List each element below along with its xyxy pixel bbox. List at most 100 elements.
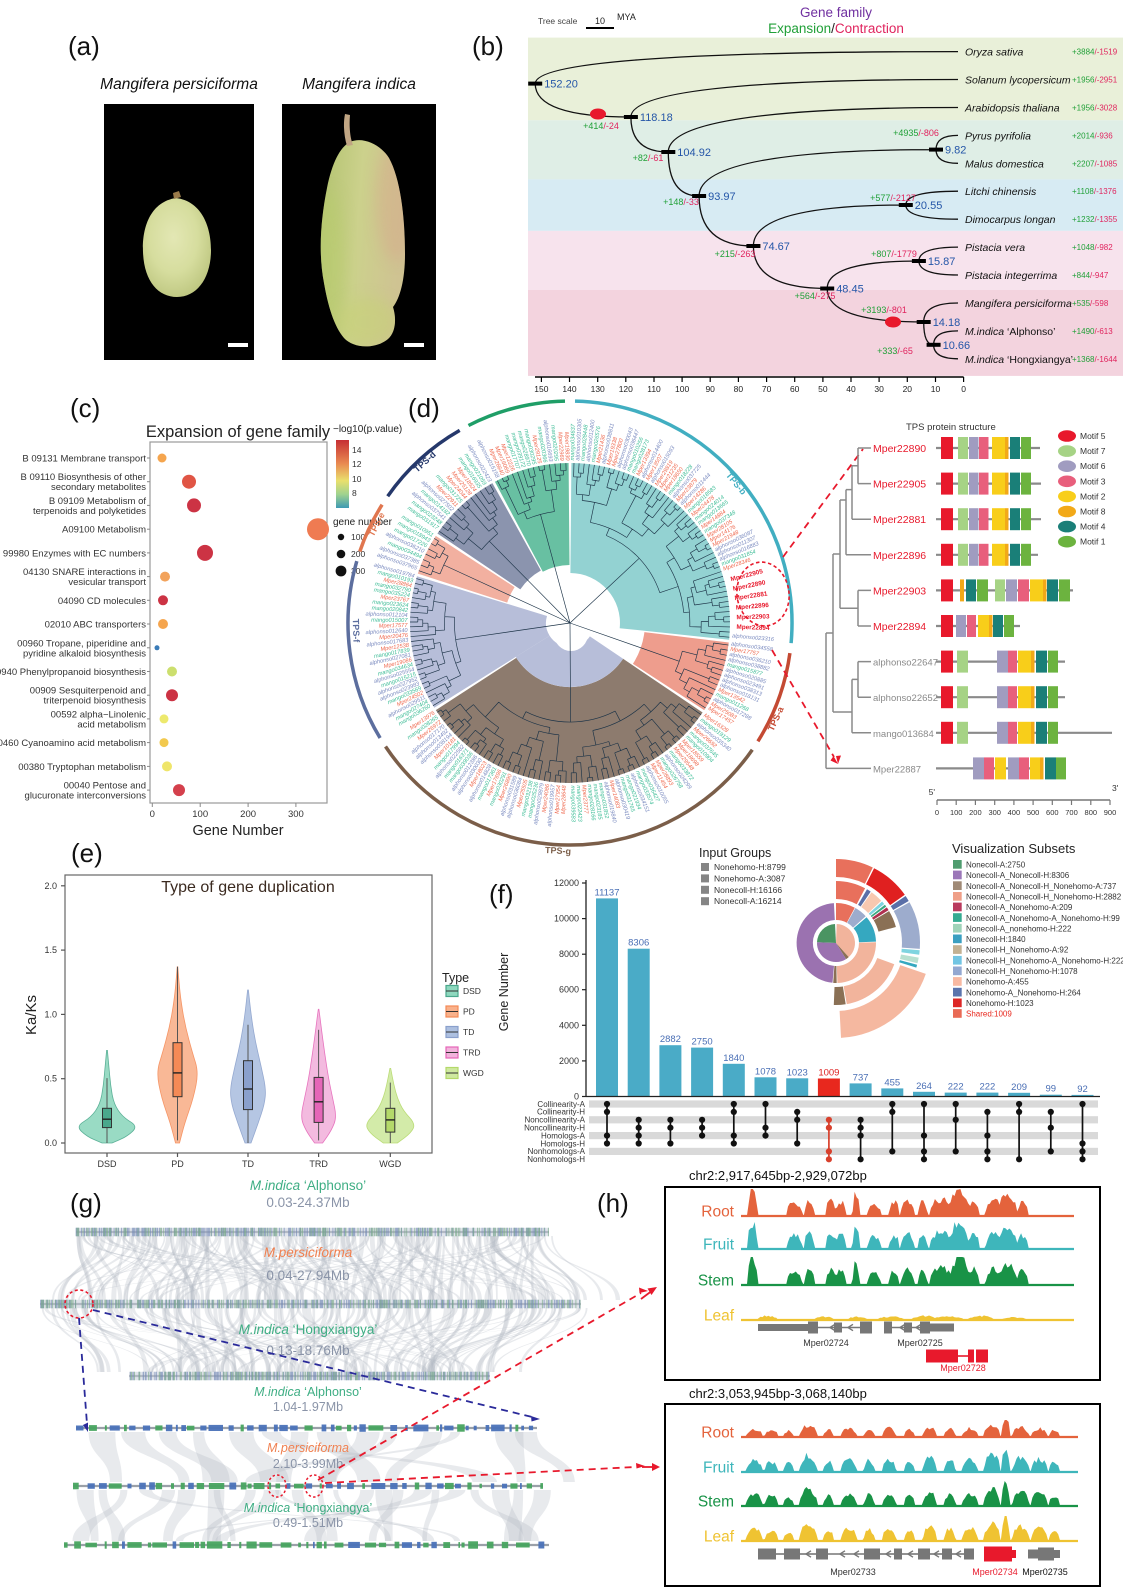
svg-text:Root: Root — [701, 1204, 734, 1221]
svg-text:Mper22969: Mper22969 — [556, 432, 564, 462]
svg-text:+414/-24: +414/-24 — [583, 121, 619, 131]
svg-text:20: 20 — [903, 384, 913, 394]
svg-text:TRD: TRD — [463, 1048, 480, 1058]
svg-text:00592 alpha−Linolenic: 00592 alpha−Linolenic — [51, 709, 147, 720]
svg-text:+215/-263: +215/-263 — [715, 249, 756, 259]
svg-text:Mper02734: Mper02734 — [972, 1567, 1018, 1577]
svg-text:acid metabolism: acid metabolism — [77, 719, 146, 730]
svg-text:+1956/-2951: +1956/-2951 — [1072, 76, 1118, 85]
svg-text:alphonso023316: alphonso023316 — [732, 633, 775, 643]
svg-text:800: 800 — [1085, 808, 1098, 817]
svg-text:2750: 2750 — [692, 1037, 713, 1048]
svg-text:130: 130 — [591, 384, 605, 394]
svg-text:+1048/-982: +1048/-982 — [1072, 243, 1113, 252]
svg-text:Solanum lycopersicum: Solanum lycopersicum — [965, 75, 1071, 87]
svg-text:99: 99 — [1046, 1084, 1057, 1095]
svg-text:mango013684: mango013684 — [873, 729, 934, 740]
svg-text:+535/-598: +535/-598 — [1072, 299, 1109, 308]
svg-text:Leaf: Leaf — [704, 1529, 735, 1546]
svg-text:0.49-1.51Mb: 0.49-1.51Mb — [273, 1516, 343, 1530]
svg-text:Mper22894: Mper22894 — [873, 621, 926, 633]
svg-text:M.indica ‘Hongxiangya’: M.indica ‘Hongxiangya’ — [965, 354, 1073, 366]
svg-text:+82/-61: +82/-61 — [633, 153, 664, 163]
svg-text:04090 CD molecules: 04090 CD molecules — [58, 596, 146, 607]
svg-text:Mper22905: Mper22905 — [873, 479, 926, 491]
svg-text:Motif 3: Motif 3 — [1080, 476, 1106, 486]
svg-text:1.0: 1.0 — [44, 1009, 57, 1019]
svg-text:Gene family: Gene family — [800, 5, 872, 20]
svg-text:10.66: 10.66 — [943, 340, 971, 352]
svg-text:0: 0 — [935, 808, 939, 817]
svg-text:152.20: 152.20 — [544, 79, 578, 91]
svg-text:Dimocarpus longan: Dimocarpus longan — [965, 214, 1056, 226]
svg-text:B 09109 Metabolism of: B 09109 Metabolism of — [49, 496, 147, 507]
svg-text:DSD: DSD — [97, 1159, 117, 1169]
svg-text:Mangifera indica: Mangifera indica — [302, 76, 416, 93]
svg-text:Gene Number: Gene Number — [497, 953, 511, 1032]
svg-text:104.92: 104.92 — [677, 147, 711, 159]
svg-text:2.10-3.99Mb: 2.10-3.99Mb — [273, 1457, 343, 1471]
svg-text:1840: 1840 — [723, 1053, 744, 1064]
svg-text:Motif 5: Motif 5 — [1080, 431, 1106, 441]
svg-text:Motif 1: Motif 1 — [1080, 537, 1106, 547]
svg-text:Nonecoll-H:16166: Nonecoll-H:16166 — [714, 885, 782, 895]
svg-text:mango020295: mango020295 — [549, 425, 558, 463]
svg-text:Mper23777: Mper23777 — [580, 785, 588, 815]
svg-text:alphonso22652: alphonso22652 — [873, 693, 938, 704]
svg-text:+807/-1779: +807/-1779 — [871, 249, 917, 259]
svg-text:600: 600 — [1046, 808, 1059, 817]
svg-text:80: 80 — [734, 384, 744, 394]
svg-text:Mper29125: Mper29125 — [530, 435, 542, 465]
svg-text:+148/-33: +148/-33 — [663, 197, 699, 207]
svg-text:M.indica ‘Hongxiangya’: M.indica ‘Hongxiangya’ — [239, 1322, 378, 1337]
svg-text:74.67: 74.67 — [762, 241, 790, 253]
svg-text:Motif 2: Motif 2 — [1080, 491, 1106, 501]
svg-text:Stem: Stem — [698, 1494, 734, 1511]
svg-text:1023: 1023 — [787, 1067, 808, 1078]
svg-text:2.0: 2.0 — [44, 881, 57, 891]
svg-text:Malus domestica: Malus domestica — [965, 158, 1044, 170]
svg-text:terpenoids and polyketides: terpenoids and polyketides — [33, 506, 146, 517]
svg-text:mango034637: mango034637 — [570, 423, 577, 460]
svg-text:alphonso016693: alphonso016693 — [542, 420, 553, 463]
svg-text:12000: 12000 — [554, 878, 579, 888]
svg-text:TRD: TRD — [309, 1159, 328, 1169]
svg-text:300: 300 — [288, 809, 304, 820]
svg-text:200: 200 — [969, 808, 982, 817]
svg-text:Mper02733: Mper02733 — [830, 1567, 876, 1577]
svg-text:A09100 Metabolism: A09100 Metabolism — [62, 525, 146, 536]
svg-text:400: 400 — [1008, 808, 1021, 817]
svg-text:110: 110 — [647, 384, 661, 394]
svg-text:PD: PD — [463, 1007, 475, 1017]
svg-text:5': 5' — [929, 787, 936, 797]
svg-text:10: 10 — [595, 16, 605, 26]
svg-text:alphonso012104: alphonso012104 — [365, 611, 407, 619]
svg-text:40: 40 — [846, 384, 856, 394]
svg-text:+564/-275: +564/-275 — [795, 291, 836, 301]
svg-text:mango023624: mango023624 — [372, 600, 409, 610]
svg-text:mango028166: mango028166 — [586, 784, 596, 822]
svg-text:alphonso010305: alphonso010305 — [575, 418, 583, 461]
svg-text:+2014/-936: +2014/-936 — [1072, 131, 1113, 140]
svg-text:0.03-24.37Mb: 0.03-24.37Mb — [266, 1195, 349, 1210]
svg-text:chr2:3,053,945bp-3,068,140bp: chr2:3,053,945bp-3,068,140bp — [689, 1386, 867, 1401]
svg-text:Nonhomologs-H: Nonhomologs-H — [527, 1155, 585, 1164]
svg-text:Litchi chinensis: Litchi chinensis — [965, 186, 1037, 198]
svg-text:2000: 2000 — [559, 1056, 579, 1066]
svg-text:Oryza sativa: Oryza sativa — [965, 47, 1024, 59]
svg-text:Mper22903: Mper22903 — [736, 613, 770, 621]
svg-text:Mper02728: Mper02728 — [940, 1363, 986, 1373]
svg-text:Expansion of gene family: Expansion of gene family — [146, 423, 331, 441]
svg-text:Nonehomo-A:3087: Nonehomo-A:3087 — [714, 873, 786, 883]
svg-text:20.55: 20.55 — [915, 200, 943, 212]
svg-text:1.04-1.97Mb: 1.04-1.97Mb — [273, 1400, 343, 1414]
svg-text:Mper23767: Mper23767 — [380, 594, 410, 604]
svg-text:48.45: 48.45 — [836, 284, 864, 296]
svg-text:300: 300 — [351, 566, 365, 576]
svg-text:Nonecoll-A_Nonecoll-H:8306: Nonecoll-A_Nonecoll-H:8306 — [966, 871, 1070, 880]
svg-text:10: 10 — [352, 474, 362, 484]
svg-text:Homologs-A: Homologs-A — [541, 1131, 586, 1140]
svg-text:Nonecoll-H:1840: Nonecoll-H:1840 — [966, 935, 1026, 944]
svg-text:Noncollinearity-A: Noncollinearity-A — [525, 1116, 586, 1125]
svg-text:Mper02725: Mper02725 — [897, 1338, 943, 1348]
